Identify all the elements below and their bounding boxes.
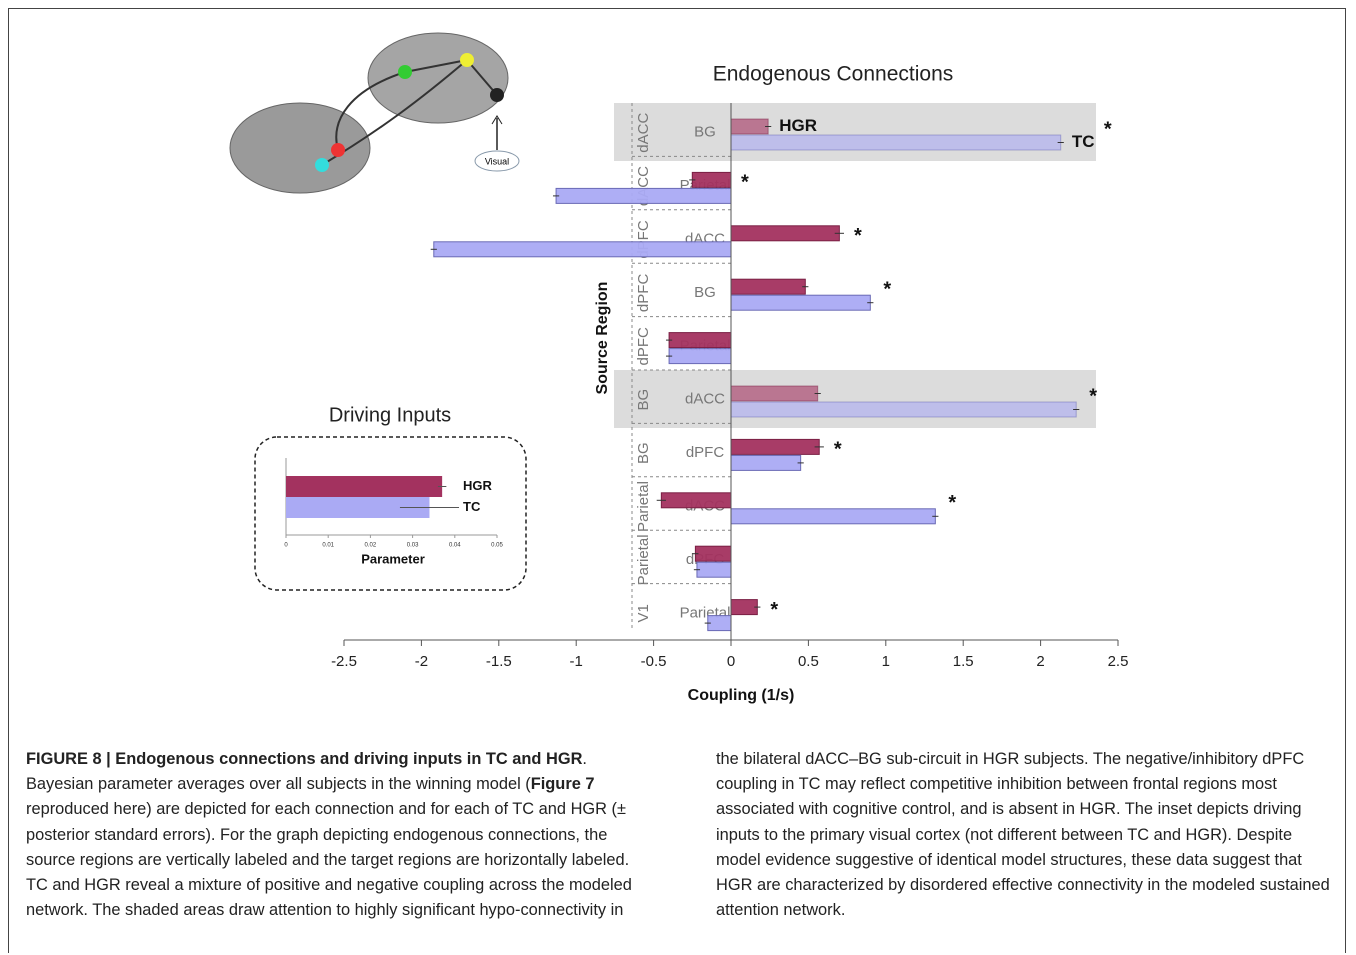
x-tick-label: 0.02 [365,543,377,549]
brain-illustration: Visual [229,32,520,194]
visual-label: Visual [485,156,509,166]
node [490,88,504,102]
x-tick-label: -0.5 [641,653,667,670]
bar [286,497,430,518]
bar [730,401,1077,418]
bar [668,332,732,349]
x-tick-label: 0.01 [322,543,334,549]
caption: FIGURE 8 | Endogenous connections and dr… [26,747,1330,952]
legend-label: TC [1072,132,1095,151]
shaded-band [614,370,1096,428]
caption-ref: Figure 7 [530,775,595,794]
source-label: Parietal [635,534,652,585]
bar [730,294,871,311]
figure: Visual Endogenous Connections dACC BG HGR TC… [229,32,1129,704]
x-tick-label: 0.05 [491,543,503,549]
x-tick-label: 0.5 [798,653,819,670]
bar [730,134,1062,151]
bar [707,615,732,632]
bar [660,492,732,509]
bar [286,476,443,497]
bar [730,118,769,135]
y-axis-label: Source Region [594,282,611,395]
x-tick-label: 1.5 [953,653,974,670]
figure-frame [8,8,1346,953]
x-tick-label: 0.03 [407,543,419,549]
brain-lateral [367,32,509,124]
bar [730,599,758,616]
x-tick-label: 0.04 [449,543,461,549]
significance-mark: * [834,439,842,461]
node [315,158,329,172]
x-tick-label: -1.5 [486,653,512,670]
node [460,53,474,67]
bar [555,187,732,204]
source-label: V1 [635,604,652,622]
inset-box [254,436,527,591]
x-tick-label: -2.5 [331,653,357,670]
brain-medial [229,102,371,194]
target-label: BG [694,124,716,141]
source-label: dPFC [635,274,652,313]
chart-title: Endogenous Connections [713,63,954,86]
target-label: dPFC [686,444,725,461]
node [398,65,412,79]
significance-mark: * [741,172,749,194]
significance-mark: * [883,278,891,300]
inset-x-label: Parameter [361,551,425,566]
x-axis-label: Coupling (1/s) [688,687,795,704]
bar [730,278,806,295]
shaded-band [614,103,1096,161]
x-tick-label: -1 [570,653,583,670]
bar [694,545,732,562]
bar [730,438,820,455]
source-label: BG [635,442,652,464]
caption-text: . Bayesian parameter averages over all s… [26,750,587,794]
inset-title: Driving Inputs [329,404,451,426]
significance-mark: * [1104,118,1112,140]
x-tick-label: 2 [1036,653,1044,670]
bar [730,508,936,525]
x-tick-label: 0 [284,543,288,549]
source-label: dPFC [635,327,652,366]
legend-label: HGR [463,478,493,493]
source-label: BG [635,389,652,411]
bar [730,454,802,471]
caption-text: reproduced here) are depicted for each c… [26,750,1330,920]
node [331,143,345,157]
target-label: dACC [685,391,725,408]
arrowhead [491,115,503,125]
significance-mark: * [948,492,956,514]
bar [691,171,732,188]
bar [668,348,732,365]
bar [730,385,819,402]
legend-label: HGR [779,116,817,135]
source-label: dACC [635,113,652,153]
x-tick-label: 1 [882,653,890,670]
legend-label: TC [463,499,481,514]
caption-heading: FIGURE 8 | Endogenous connections and dr… [26,750,583,768]
bar [730,225,840,242]
significance-mark: * [1089,385,1097,407]
x-tick-label: 2.5 [1108,653,1129,670]
connections [321,59,498,166]
source-label: Parietal [635,481,652,532]
significance-mark: * [770,599,778,621]
x-tick-label: -2 [415,653,428,670]
target-label: BG [694,284,716,301]
x-tick-label: 0 [727,653,735,670]
bar [696,561,732,578]
bar [433,241,732,258]
significance-mark: * [854,225,862,247]
visual-badge [474,150,520,172]
